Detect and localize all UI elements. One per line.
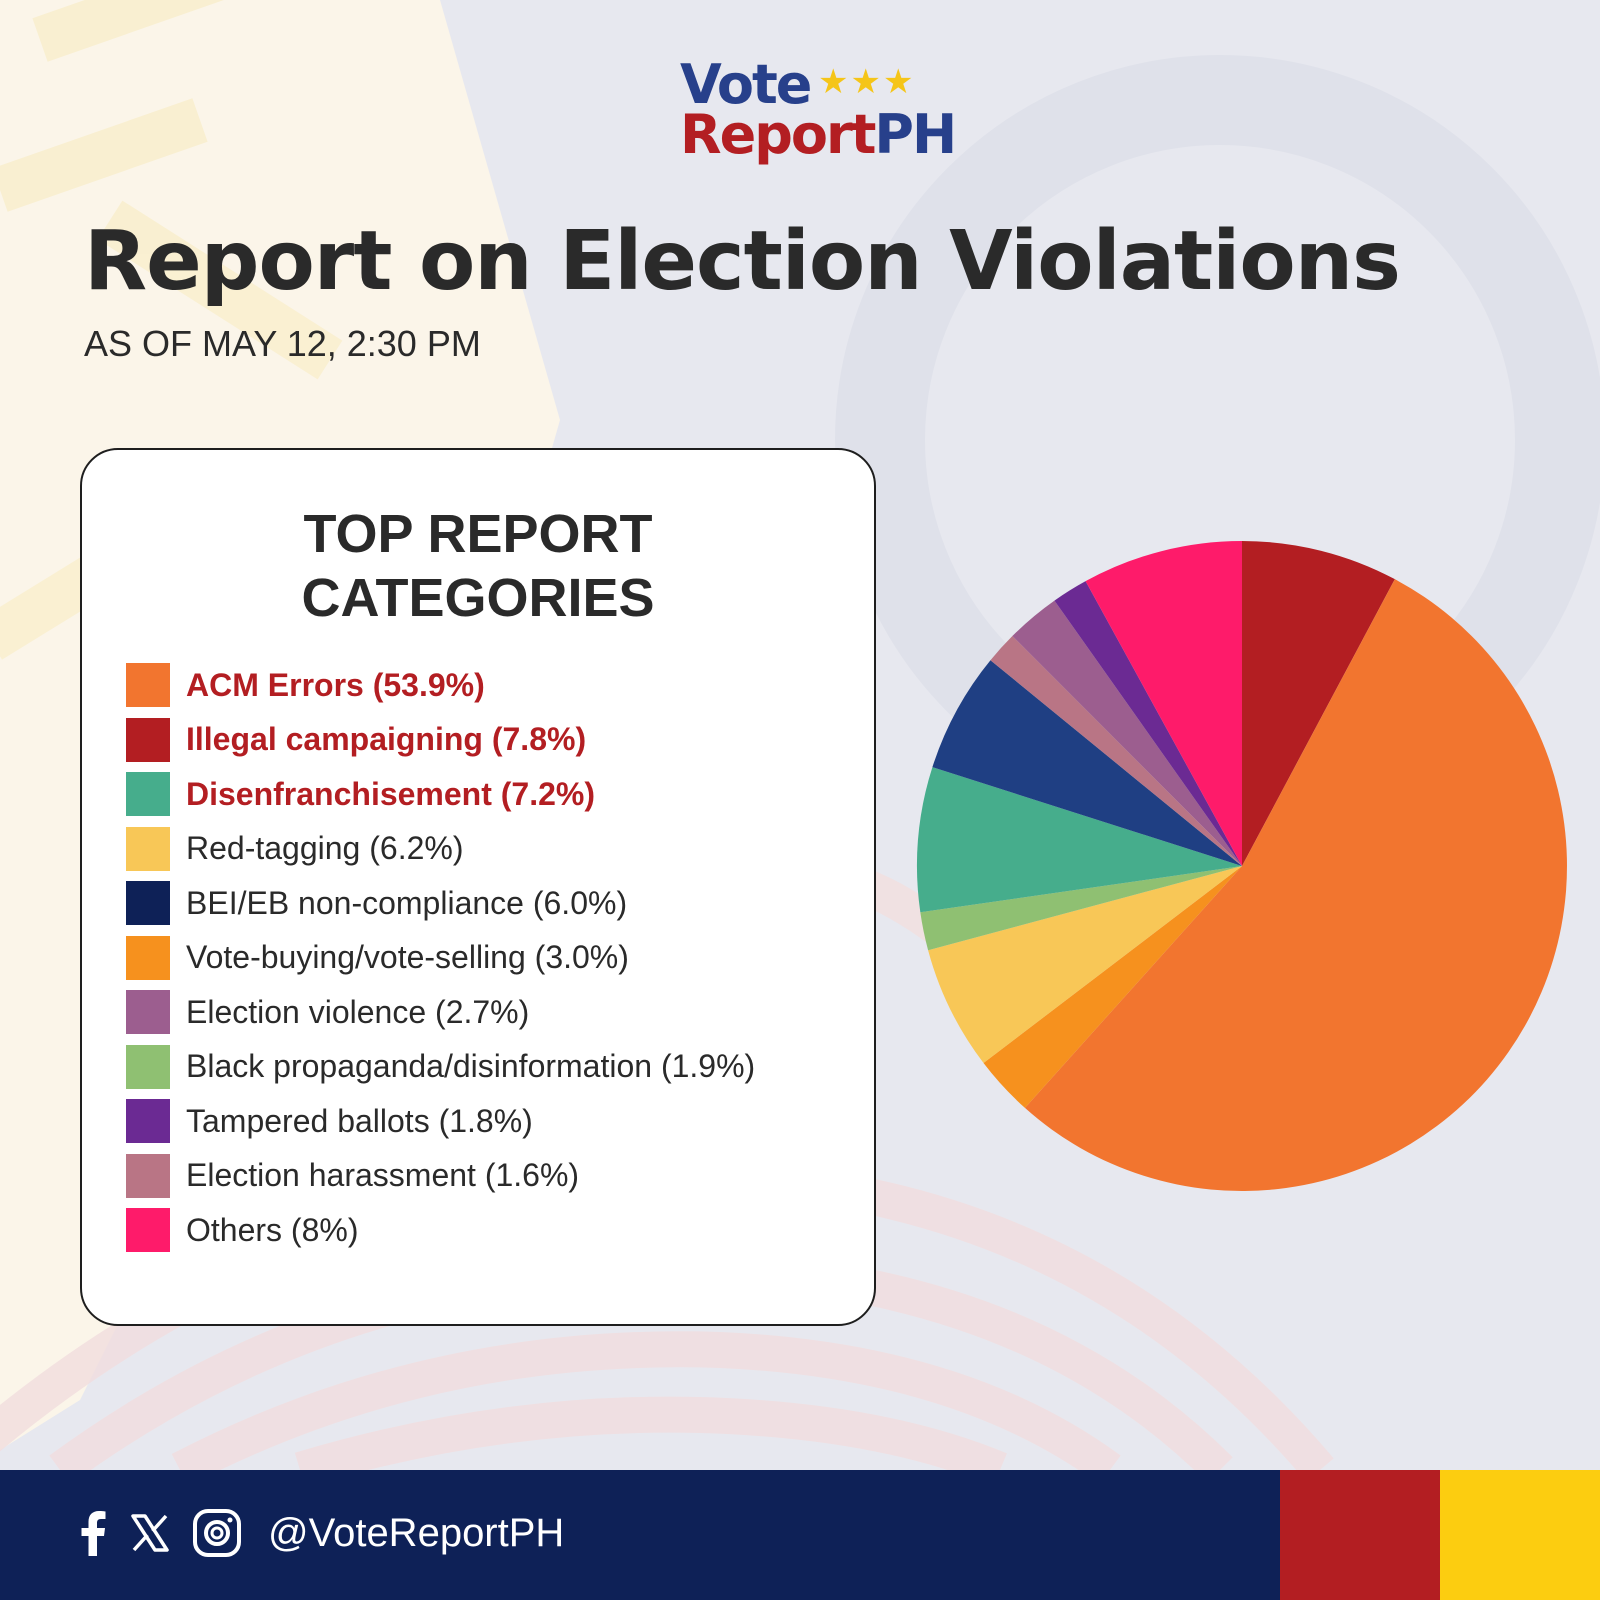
pie-slice-election-harassment xyxy=(990,636,1242,866)
pie-slice-disenfranchisement xyxy=(917,767,1242,913)
pie-slice-election-violence xyxy=(1012,600,1242,866)
page-subtitle: AS OF MAY 12, 2:30 PM xyxy=(84,323,481,364)
x-icon[interactable] xyxy=(130,1513,170,1553)
vote-report-ph-logo: Vote ★★★ ReportPH xyxy=(680,53,957,166)
legend-swatch xyxy=(126,1044,170,1089)
legend-item: BEI/EB non-compliance (6.0%) xyxy=(126,876,755,931)
legend-label: Illegal campaigning (7.8%) xyxy=(186,721,587,758)
legend-swatch xyxy=(126,826,170,871)
logo-report-text: ReportPH xyxy=(680,103,957,166)
legend-swatch xyxy=(126,717,170,762)
footer-bar: @VoteReportPH xyxy=(0,1470,1600,1600)
legend-title: TOP REPORT CATEGORIES xyxy=(301,504,655,628)
social-links: @VoteReportPH xyxy=(78,1508,564,1558)
legend-list: ACM Errors (53.9%) Illegal campaigning (7… xyxy=(126,658,755,1258)
legend-item: Others (8%) xyxy=(126,1203,755,1258)
logo-ph-word: PH xyxy=(874,103,957,166)
legend-swatch xyxy=(126,1153,170,1198)
legend-swatch xyxy=(126,1208,170,1253)
pie-slice-illegal-campaigning xyxy=(1242,541,1395,866)
legend-label: Others (8%) xyxy=(186,1211,359,1248)
legend-label: Black propaganda/disinformation (1.9%) xyxy=(186,1048,756,1085)
legend-card: TOP REPORT CATEGORIES ACM Errors (53.9%)… xyxy=(80,448,876,1326)
footer-yellow-block xyxy=(1440,1470,1600,1600)
footer-red-block xyxy=(1280,1470,1440,1600)
legend-item: ACM Errors (53.9%) xyxy=(126,658,755,713)
legend-item: Illegal campaigning (7.8%) xyxy=(126,713,755,768)
legend-item: Tampered ballots (1.8%) xyxy=(126,1094,755,1149)
legend-item: Black propaganda/disinformation (1.9%) xyxy=(126,1040,755,1095)
legend-swatch xyxy=(126,881,170,926)
legend-item: Disenfranchisement (7.2%) xyxy=(126,767,755,822)
pie-slice-others xyxy=(1085,541,1242,866)
legend-swatch xyxy=(126,935,170,980)
legend-label: ACM Errors (53.9%) xyxy=(186,666,485,703)
social-handle[interactable]: @VoteReportPH xyxy=(268,1511,565,1555)
logo-vote-text: Vote xyxy=(680,53,812,116)
legend-item: Red-tagging (6.2%) xyxy=(126,822,755,877)
legend-swatch xyxy=(126,772,170,817)
legend-item: Vote-buying/vote-selling (3.0%) xyxy=(126,931,755,986)
legend-label: Election harassment (1.6%) xyxy=(186,1157,580,1194)
pie-slice-red-tagging xyxy=(928,866,1242,1063)
logo-stars: ★★★ xyxy=(818,63,916,101)
facebook-icon[interactable] xyxy=(78,1510,108,1556)
legend-label: Red-tagging (6.2%) xyxy=(186,830,464,867)
pie-slice-vote-buying-vote-selling xyxy=(983,866,1242,1108)
pie-slice-black-propaganda-disinformation xyxy=(920,866,1242,951)
legend-label: Tampered ballots (1.8%) xyxy=(186,1102,533,1139)
pie-slice-acm-errors xyxy=(1024,579,1567,1191)
page-title: Report on Election Violations xyxy=(84,214,1401,309)
legend-label: Election violence (2.7%) xyxy=(186,993,530,1030)
pie-slice-tampered-ballots xyxy=(1054,581,1242,866)
legend-label: BEI/EB non-compliance (6.0%) xyxy=(186,884,628,921)
legend-label: Disenfranchisement (7.2%) xyxy=(186,775,596,812)
legend-swatch xyxy=(126,663,170,708)
legend-swatch xyxy=(126,1099,170,1144)
legend-item: Election violence (2.7%) xyxy=(126,985,755,1040)
pie-chart xyxy=(917,541,1567,1191)
logo-report-word: Report xyxy=(680,103,876,166)
pie-slice-bei-eb-non-compliance xyxy=(932,660,1242,866)
legend-label: Vote-buying/vote-selling (3.0%) xyxy=(186,939,629,976)
legend-item: Election harassment (1.6%) xyxy=(126,1149,755,1204)
legend-swatch xyxy=(126,990,170,1035)
instagram-icon[interactable] xyxy=(192,1508,242,1558)
